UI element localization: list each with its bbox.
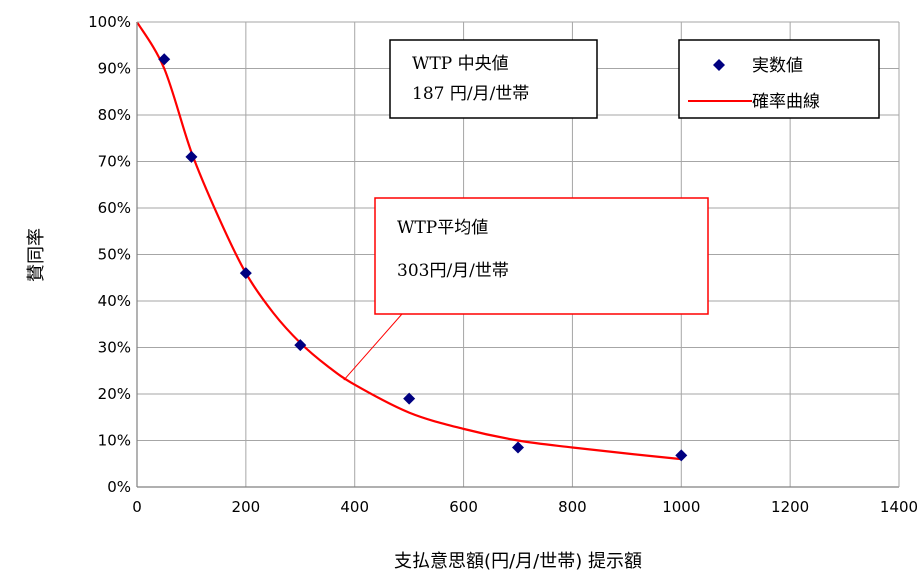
legend-label-actual: 実数値 — [752, 56, 803, 76]
x-tick-label: 600 — [449, 498, 478, 516]
data-point-diamond — [675, 449, 688, 462]
y-tick-label: 70% — [98, 153, 131, 171]
legend: 実数値 確率曲線 — [678, 39, 880, 119]
y-tick-label: 60% — [98, 199, 131, 217]
mean-pointer-line — [343, 313, 403, 381]
y-tick-label: 80% — [98, 106, 131, 124]
x-axis-title: 支払意思額(円/月/世帯) 提示額 — [394, 551, 642, 572]
y-tick-label: 50% — [98, 246, 131, 264]
points-layer — [158, 53, 688, 462]
legend-marker-diamond — [713, 59, 725, 71]
y-tick-label: 10% — [98, 432, 131, 450]
y-tick-label: 40% — [98, 292, 131, 310]
x-tick-label: 0 — [132, 498, 142, 516]
median-label: WTP 中央値 — [412, 54, 509, 74]
legend-box — [678, 39, 880, 119]
data-point-diamond — [403, 392, 416, 405]
x-tick-label: 200 — [232, 498, 261, 516]
x-tick-labels: 0 200 400 600 800 1000 1200 1400 — [132, 498, 918, 516]
data-point-diamond — [294, 339, 307, 352]
mean-box — [374, 197, 709, 315]
legend-label-curve: 確率曲線 — [752, 92, 820, 112]
median-annotation: WTP 中央値 187 円/月/世帯 — [389, 39, 598, 119]
data-point-diamond — [239, 267, 252, 280]
x-tick-label: 1200 — [771, 498, 809, 516]
mean-annotation: WTP平均値 303円/月/世帯 — [343, 197, 709, 381]
y-tick-label: 0% — [107, 478, 131, 496]
mean-value: 303円/月/世帯 — [397, 261, 509, 281]
y-tick-label: 90% — [98, 60, 131, 78]
y-tick-labels: 0% 10% 20% 30% 40% 50% 60% 70% 80% 90% 100% — [88, 13, 131, 496]
axes — [136, 21, 900, 488]
y-tick-label: 20% — [98, 385, 131, 403]
y-tick-label: 100% — [88, 13, 131, 31]
x-tick-label: 1400 — [880, 498, 918, 516]
median-box — [389, 39, 598, 119]
data-point-diamond — [512, 441, 524, 454]
data-point-diamond — [158, 53, 171, 66]
x-tick-label: 400 — [340, 498, 369, 516]
y-axis-title: 賛同率 — [26, 228, 47, 282]
mean-label: WTP平均値 — [397, 218, 488, 238]
y-tick-label: 30% — [98, 339, 131, 357]
data-point-diamond — [185, 150, 198, 163]
x-tick-label: 1000 — [662, 498, 700, 516]
x-tick-label: 800 — [558, 498, 587, 516]
median-value: 187 円/月/世帯 — [412, 84, 529, 104]
